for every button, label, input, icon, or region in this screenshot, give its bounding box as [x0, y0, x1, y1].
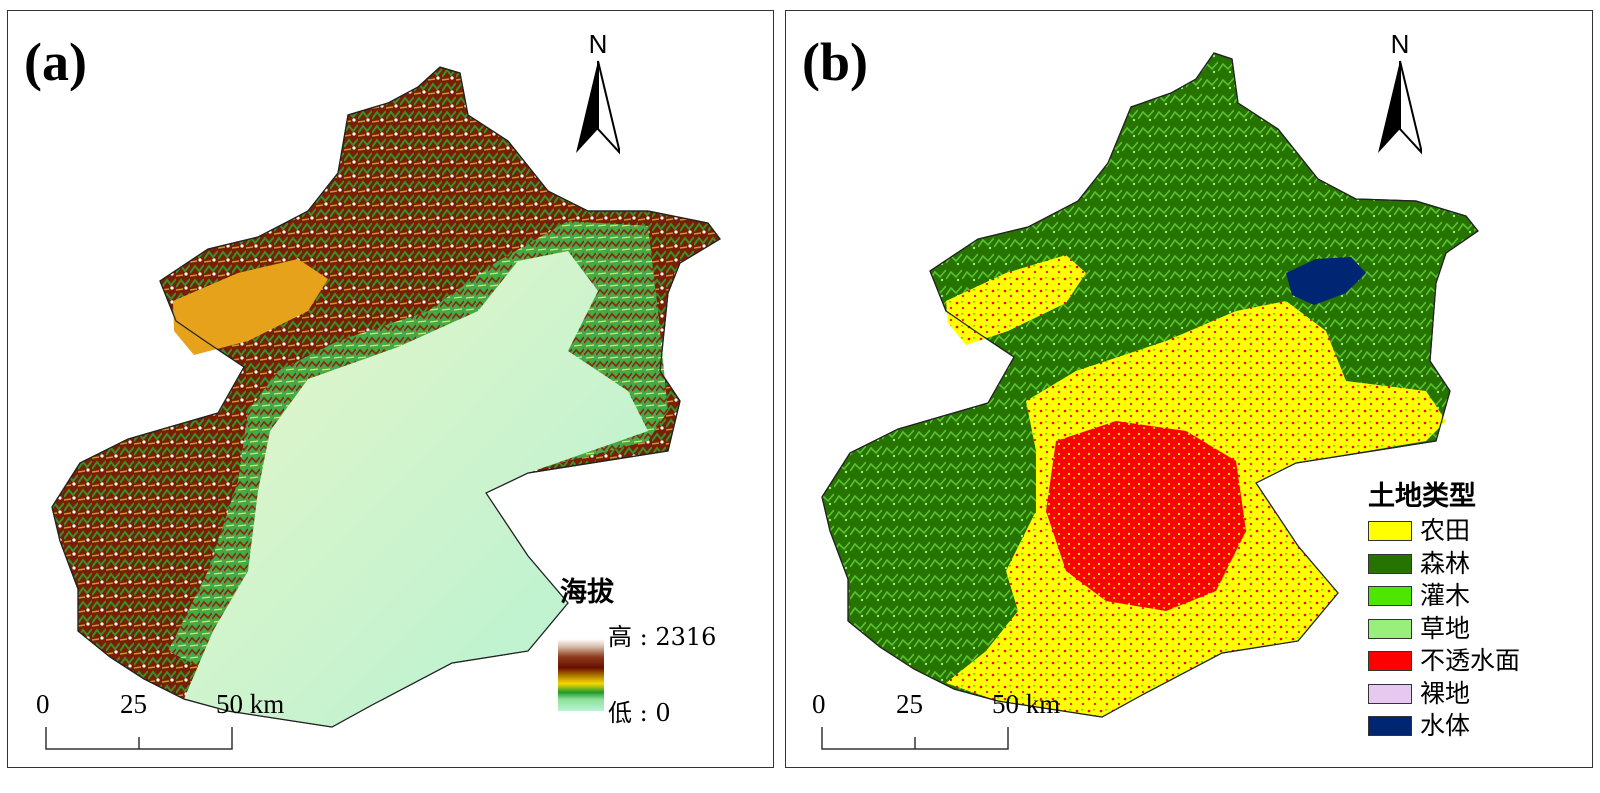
miyun-reservoir	[1286, 257, 1366, 305]
elevation-map	[51, 66, 721, 728]
panel-a-elevation-map: (a)	[7, 10, 774, 768]
scale-tick-25: 25	[120, 689, 147, 719]
panel-b-label: (b)	[802, 32, 868, 92]
legend-swatch	[1368, 683, 1412, 704]
scale-tick-50: 50 km	[216, 689, 285, 719]
legend-label: 森林	[1420, 548, 1471, 578]
legend-swatch	[1368, 521, 1412, 541]
legend-label: 水体	[1420, 711, 1471, 740]
elevation-color-ramp	[558, 639, 604, 711]
urban-core	[1046, 421, 1246, 611]
north-arrow-icon	[576, 60, 620, 155]
elevation-high-label: 高 : 2316	[608, 623, 717, 651]
elevation-legend-title: 海拔	[560, 577, 614, 608]
scale-tick-50: 50 km	[992, 689, 1061, 719]
north-arrow-b: N	[1370, 29, 1430, 155]
scale-tick-0: 0	[36, 689, 50, 719]
legend-label: 不透水面	[1420, 646, 1521, 675]
panel-b-landcover-map: (b)	[785, 10, 1593, 768]
elevation-low-label: 低 : 0	[608, 699, 671, 727]
north-letter-b: N	[1390, 29, 1410, 59]
scale-bar-a: 0 25 50 km	[34, 689, 284, 767]
yanqing-farmland	[946, 255, 1086, 345]
north-arrow-a: N	[568, 29, 628, 155]
scale-tick-25: 25	[896, 689, 923, 719]
scale-line-b	[821, 727, 1009, 750]
yanqing-basin	[173, 259, 328, 355]
legend-swatch	[1368, 651, 1412, 671]
legend-swatch	[1368, 716, 1412, 736]
legend-label: 农田	[1420, 516, 1471, 545]
scale-line-a	[45, 727, 233, 750]
landcover-map	[821, 52, 1479, 718]
north-arrow-icon	[1378, 60, 1422, 155]
north-letter-a: N	[588, 29, 608, 59]
legend-label: 灌木	[1420, 581, 1471, 610]
legend-label: 裸地	[1420, 678, 1471, 708]
scale-tick-0: 0	[812, 689, 826, 719]
legend-label: 草地	[1420, 613, 1471, 643]
scale-bar-b: 0 25 50 km	[810, 689, 1060, 767]
landcover-legend-title: 土地类型	[1368, 481, 1476, 512]
legend-swatch	[1368, 618, 1412, 639]
plain-a	[184, 251, 648, 727]
legend-swatch	[1368, 586, 1412, 606]
panel-a-label: (a)	[24, 32, 87, 92]
legend-swatch	[1368, 553, 1412, 574]
